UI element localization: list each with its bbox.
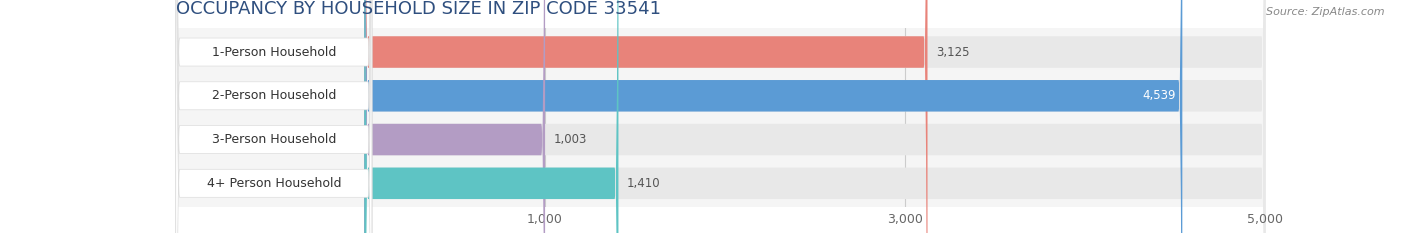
Text: 3-Person Household: 3-Person Household [212,133,336,146]
Text: 1,003: 1,003 [554,133,586,146]
FancyBboxPatch shape [364,0,1265,233]
FancyBboxPatch shape [364,0,1182,233]
FancyBboxPatch shape [176,0,373,233]
FancyBboxPatch shape [364,0,1265,233]
Text: 1-Person Household: 1-Person Household [212,45,336,58]
Text: 4,539: 4,539 [1143,89,1175,102]
Text: Source: ZipAtlas.com: Source: ZipAtlas.com [1267,7,1385,17]
FancyBboxPatch shape [176,0,373,233]
Text: 3,125: 3,125 [936,45,969,58]
FancyBboxPatch shape [364,0,1265,233]
Text: 4+ Person Household: 4+ Person Household [207,177,342,190]
FancyBboxPatch shape [364,0,1265,233]
FancyBboxPatch shape [364,0,928,233]
Text: OCCUPANCY BY HOUSEHOLD SIZE IN ZIP CODE 33541: OCCUPANCY BY HOUSEHOLD SIZE IN ZIP CODE … [176,0,661,18]
Text: 2-Person Household: 2-Person Household [212,89,336,102]
FancyBboxPatch shape [364,0,619,233]
FancyBboxPatch shape [176,0,373,233]
Text: 1,410: 1,410 [627,177,661,190]
FancyBboxPatch shape [364,0,546,233]
FancyBboxPatch shape [176,0,373,233]
